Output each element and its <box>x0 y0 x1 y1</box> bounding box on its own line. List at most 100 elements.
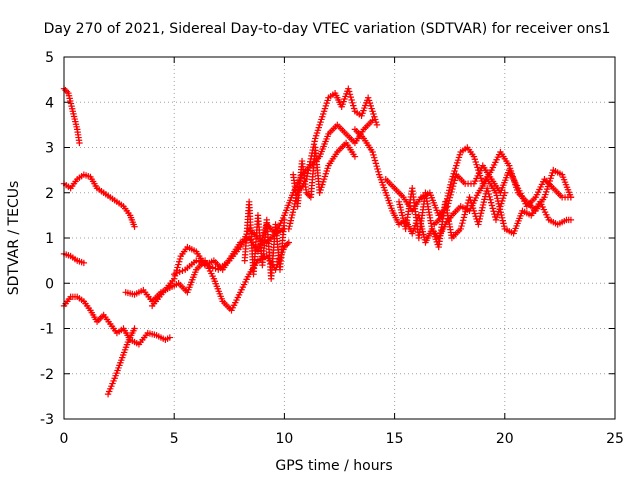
data-point <box>179 267 186 275</box>
data-point <box>477 210 485 217</box>
data-point <box>209 264 216 271</box>
data-point <box>175 261 182 268</box>
data-point <box>80 259 88 267</box>
data-point <box>483 185 491 192</box>
data-point <box>445 187 453 194</box>
data-point <box>76 139 83 147</box>
data-point <box>459 219 466 227</box>
data-point <box>351 153 359 160</box>
x-tick-label: 0 <box>60 431 69 447</box>
data-point <box>461 211 468 218</box>
data-point <box>289 209 297 216</box>
data-point <box>290 206 297 213</box>
data-point <box>195 258 203 265</box>
data-point <box>350 105 358 112</box>
data-point <box>485 190 492 198</box>
y-tick-label: -1 <box>40 322 54 338</box>
series-trace-9 <box>241 198 288 282</box>
data-point <box>282 242 290 249</box>
series-trace-5 <box>104 325 138 398</box>
data-point <box>201 260 208 268</box>
data-point <box>458 222 465 230</box>
data-point <box>345 88 353 95</box>
data-point <box>486 193 493 201</box>
series-layer <box>60 85 575 398</box>
data-point <box>173 269 181 277</box>
data-point <box>206 263 214 270</box>
data-point <box>303 189 310 196</box>
series-trace-15 <box>395 185 508 251</box>
data-point <box>175 258 183 265</box>
y-axis-label: SDTVAR / TECUs <box>6 181 22 296</box>
data-point <box>475 218 483 225</box>
data-point <box>345 85 352 92</box>
y-tick-label: -2 <box>40 367 54 383</box>
series-line <box>63 173 136 227</box>
data-point <box>371 157 379 164</box>
data-point <box>375 168 382 176</box>
data-point <box>131 223 138 230</box>
data-point <box>171 271 178 278</box>
chart-title: Day 270 of 2021, Sidereal Day-to-day VTE… <box>44 21 611 37</box>
y-tick-label: 1 <box>45 231 54 247</box>
data-point <box>174 264 181 271</box>
series-trace-14 <box>431 144 575 228</box>
data-point <box>212 265 219 272</box>
series-trace-11 <box>290 139 359 210</box>
data-point <box>348 96 355 104</box>
data-point <box>373 121 381 129</box>
x-tick-label: 5 <box>170 431 179 447</box>
data-point <box>287 217 295 224</box>
data-point <box>204 261 211 269</box>
y-tick-labels: -3 -2 -1 0 1 2 3 4 5 <box>40 50 54 428</box>
data-point <box>371 154 378 161</box>
data-point <box>131 325 138 332</box>
data-point <box>350 102 357 109</box>
data-point <box>459 217 467 224</box>
data-point <box>479 204 486 211</box>
x-tick-label: 20 <box>496 431 514 447</box>
series-trace-4 <box>60 293 173 348</box>
data-point <box>462 208 469 215</box>
data-point <box>286 222 293 230</box>
data-point <box>310 141 318 148</box>
data-point <box>166 334 173 341</box>
data-point <box>347 93 354 101</box>
data-point <box>288 214 295 222</box>
data-point <box>500 220 507 227</box>
data-point <box>198 259 205 267</box>
data-point <box>478 207 485 214</box>
data-point <box>349 99 356 107</box>
data-point <box>484 187 492 195</box>
data-point <box>370 151 377 159</box>
data-point <box>489 205 496 212</box>
y-tick-label: 0 <box>45 276 54 292</box>
data-point <box>445 189 452 197</box>
x-tick-label: 10 <box>275 431 293 447</box>
y-tick-label: 5 <box>45 50 54 66</box>
data-point <box>479 201 487 209</box>
data-point <box>63 88 71 95</box>
data-point <box>488 202 496 209</box>
data-point <box>374 165 381 173</box>
data-point <box>285 239 293 246</box>
data-point <box>481 196 488 203</box>
data-point <box>487 196 494 203</box>
data-point <box>62 86 69 94</box>
data-point <box>451 177 458 184</box>
series-trace-8 <box>171 117 376 278</box>
data-point <box>288 211 296 219</box>
data-point <box>176 255 184 263</box>
y-tick-label: 3 <box>45 141 54 157</box>
data-point <box>373 162 380 170</box>
data-point <box>176 268 183 276</box>
data-point <box>369 148 376 156</box>
data-point <box>480 198 487 206</box>
data-point <box>446 184 454 191</box>
data-point <box>448 178 455 186</box>
data-point <box>501 189 508 196</box>
series-trace-2 <box>60 171 138 230</box>
data-point <box>460 214 468 221</box>
data-point <box>286 220 294 227</box>
